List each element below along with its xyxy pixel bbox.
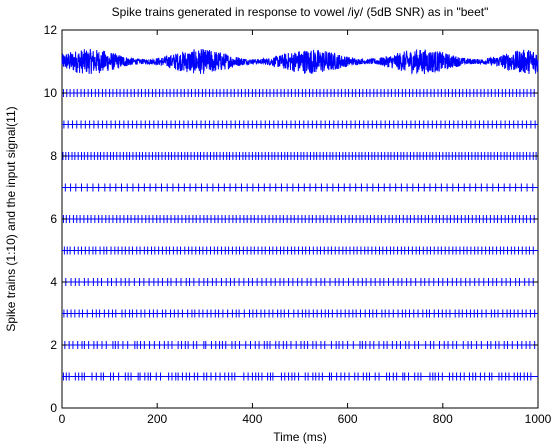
spike-trains-group: [61, 48, 539, 381]
axes-ticks-group: 0 200 400 600 800 1000 0 2 4 6 8 10 12: [44, 23, 552, 426]
spike-train-1: [62, 372, 538, 381]
spike-train-5: [62, 246, 538, 255]
x-tick-label: 800: [433, 412, 453, 426]
x-tick-label: 1000: [525, 412, 552, 426]
x-axis-label: Time (ms): [273, 430, 327, 444]
spike-train-6: [62, 215, 538, 223]
y-axis-label: Spike trains (1:10) and the input signal…: [4, 106, 18, 331]
spike-train-7: [62, 183, 538, 192]
y-tick-label: 4: [50, 275, 57, 289]
x-tick-label: 200: [147, 412, 167, 426]
y-tick-label: 6: [50, 212, 57, 226]
x-tick-label: 600: [338, 412, 358, 426]
y-tick-label: 0: [50, 401, 57, 415]
spike-train-9: [62, 120, 538, 129]
x-tick-label: 400: [242, 412, 262, 426]
spike-train-10: [62, 89, 538, 97]
chart-title: Spike trains generated in response to vo…: [112, 5, 489, 19]
spike-train-3: [62, 309, 538, 318]
y-tick-label: 12: [44, 23, 58, 37]
y-tick-label: 2: [50, 338, 57, 352]
spike-train-2: [62, 341, 538, 349]
y-tick-label: 10: [44, 86, 58, 100]
x-tick-label: 0: [59, 412, 66, 426]
input-signal-trace: [61, 48, 539, 75]
y-tick-label: 8: [50, 149, 57, 163]
spike-train-4: [62, 278, 538, 286]
spike-train-8: [62, 152, 538, 160]
